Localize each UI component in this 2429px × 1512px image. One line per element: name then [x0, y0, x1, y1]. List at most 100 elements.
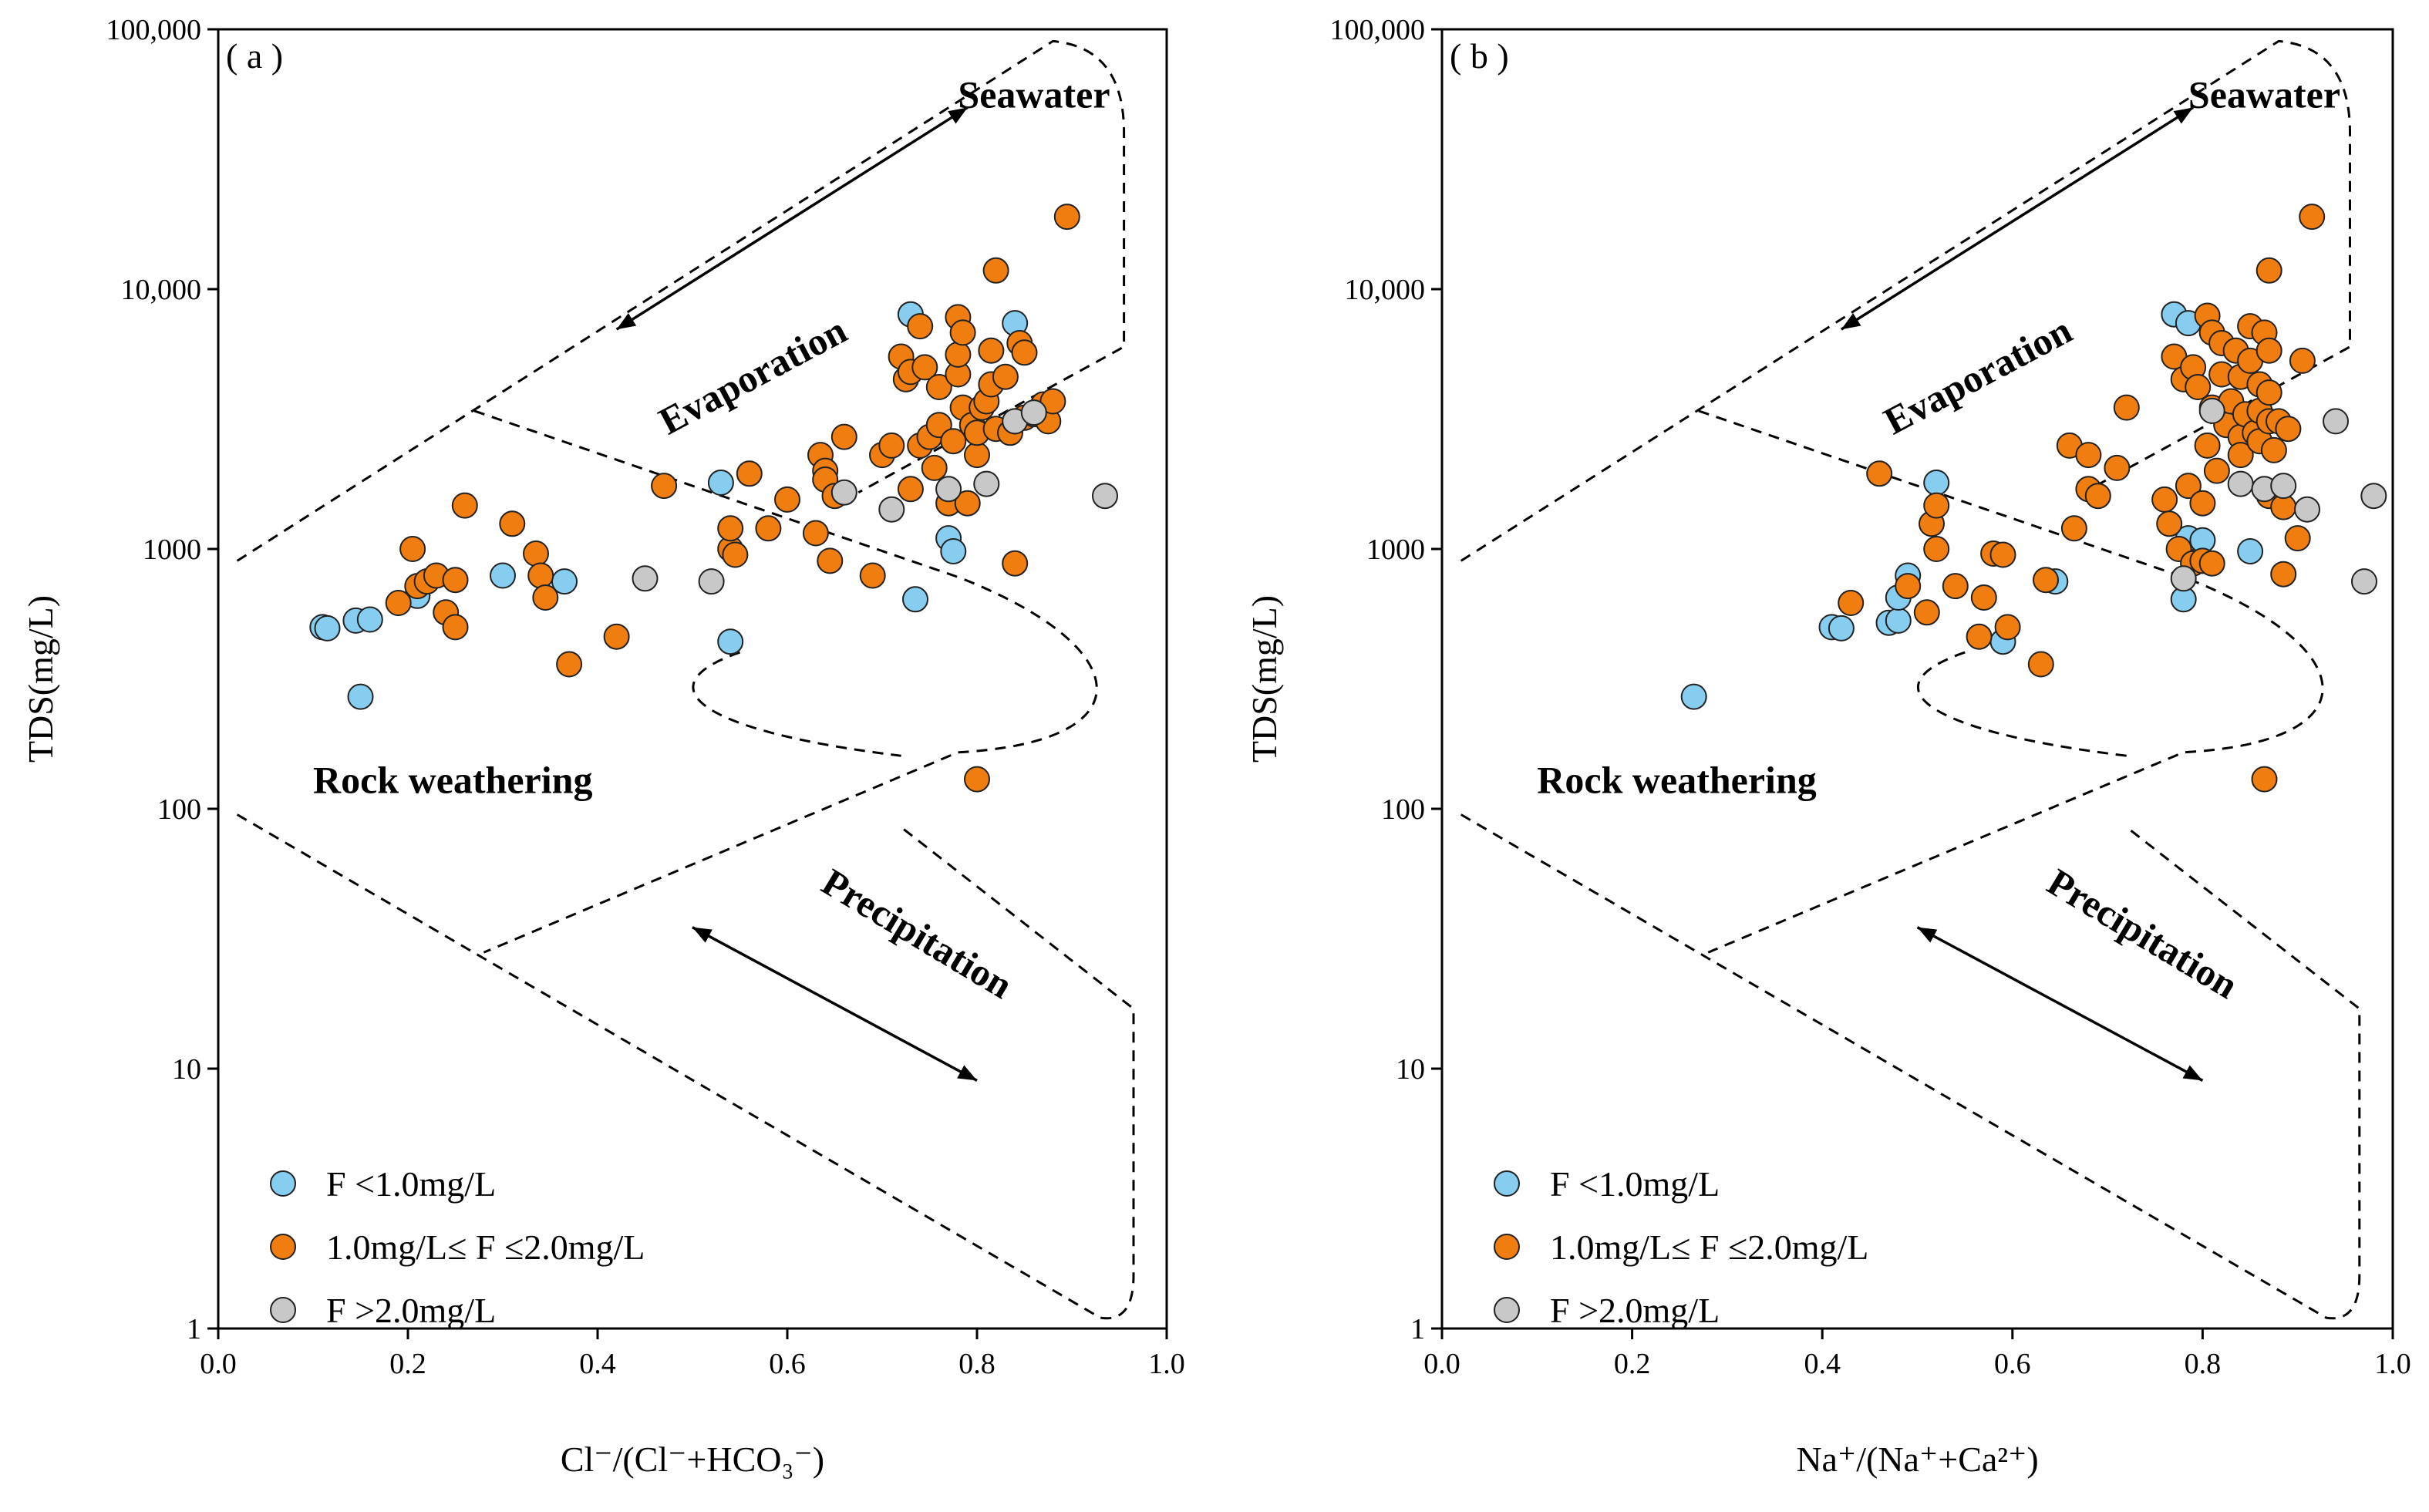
region-label-precipitation-b: Precipitation — [2040, 860, 2245, 1007]
data-point-mid — [940, 428, 967, 455]
y-axis-title-a: TDS(mg/L) — [21, 595, 60, 763]
precipitation-arrow-b-head — [1917, 927, 1938, 943]
legend-label-high: F >2.0mg/L — [326, 1291, 496, 1330]
legend-marker-high — [1494, 1297, 1520, 1323]
legend-marker-high — [270, 1297, 296, 1323]
y-tick-label-b: 100 — [1381, 793, 1425, 826]
x-tick-label-a: 0.8 — [958, 1348, 996, 1380]
data-point-mid — [2194, 432, 2221, 459]
legend-label-mid: 1.0mg/L≤ F ≤2.0mg/L — [1550, 1227, 1868, 1267]
evaporation-arrow-b-head — [2173, 107, 2194, 124]
data-point-high — [973, 470, 1000, 497]
data-point-high — [2170, 565, 2197, 592]
data-point-mid — [2299, 204, 2326, 231]
region-label-evaporation-a: Evaporation — [652, 308, 854, 443]
data-point-low — [707, 470, 734, 496]
data-point-low — [1680, 683, 1707, 710]
panel-label-a: ( a ) — [226, 36, 283, 76]
x-tick-label-b: 1.0 — [2374, 1348, 2411, 1380]
data-point-high — [2198, 397, 2225, 424]
precipitation-arrow-b-head — [2182, 1065, 2203, 1081]
data-point-mid — [964, 766, 990, 793]
data-point-mid — [603, 623, 630, 650]
x-tick-label-a: 1.0 — [1148, 1348, 1185, 1380]
data-point-mid — [385, 590, 412, 616]
series-mid-b — [1838, 204, 2326, 793]
boundary-loop-a — [692, 651, 901, 757]
y-axis-title-b: TDS(mg/L) — [1245, 595, 1284, 763]
data-point-mid — [1895, 573, 1922, 600]
data-point-mid — [1970, 584, 1997, 611]
data-point-mid — [442, 614, 469, 641]
legend-label-mid: 1.0mg/L≤ F ≤2.0mg/L — [326, 1227, 645, 1267]
boundary-middle-a — [473, 409, 1098, 954]
data-point-mid — [2256, 379, 2282, 406]
evaporation-arrow-a — [615, 106, 969, 331]
data-point-high — [2351, 568, 2377, 595]
x-tick-label-a: 0.0 — [200, 1348, 237, 1380]
data-point-mid — [532, 584, 559, 611]
data-point-high — [1020, 399, 1047, 426]
legend-b: F <1.0mg/L 1.0mg/L≤ F ≤2.0mg/L F >2.0mg/L — [1494, 1164, 1868, 1330]
x-tick-label-a: 0.2 — [389, 1348, 426, 1380]
data-point-mid — [2270, 561, 2297, 588]
data-point-low — [1885, 607, 1912, 634]
x-tick-label-b: 0.6 — [1994, 1348, 2031, 1380]
data-point-mid — [859, 562, 886, 589]
x-tick-label-b: 0.8 — [2185, 1348, 2222, 1380]
data-point-mid — [1053, 204, 1080, 231]
legend-marker-low — [270, 1170, 296, 1197]
panel-label-b: ( b ) — [1450, 36, 1509, 76]
data-point-mid — [1866, 460, 1893, 487]
data-point-mid — [2113, 394, 2140, 421]
data-point-high — [878, 496, 905, 523]
data-point-mid — [1923, 536, 1950, 562]
boundary-lower-b — [1460, 813, 2361, 1320]
data-point-mid — [954, 490, 981, 517]
data-point-mid — [945, 341, 972, 368]
data-point-mid — [2203, 457, 2230, 484]
y-tick-label-b: 100,000 — [1330, 14, 1426, 46]
y-tick-label-a: 10 — [172, 1053, 201, 1086]
legend-marker-low — [1494, 1170, 1520, 1197]
evaporation-arrow-b-head — [1841, 313, 1861, 330]
boundary-middle-b — [1698, 409, 2324, 954]
data-point-mid — [878, 432, 905, 459]
boundary-loop-b — [1917, 651, 2127, 757]
region-label-rock-weathering-b: Rock weathering — [1537, 759, 1816, 802]
y-tick-label-b: 10,000 — [1345, 274, 1426, 306]
data-point-mid — [964, 442, 990, 469]
region-label-precipitation-a: Precipitation — [815, 860, 1020, 1007]
data-point-mid — [2256, 337, 2282, 364]
data-point-mid — [2027, 651, 2054, 678]
data-point-mid — [907, 313, 934, 340]
data-point-mid — [2175, 473, 2202, 500]
data-point-mid — [1011, 339, 1038, 366]
legend-label-high: F >2.0mg/L — [1550, 1291, 1720, 1330]
panel-a: 0.0 0.2 0.4 0.6 0.8 1.0 1 10 100 1000 10,000 100,00… — [21, 14, 1185, 1479]
data-point-low — [2237, 538, 2264, 564]
data-point-mid — [2251, 766, 2278, 793]
data-point-low — [490, 562, 516, 589]
data-point-mid — [2033, 567, 2059, 594]
data-point-mid — [925, 374, 952, 400]
series-high-a — [632, 399, 1118, 595]
data-point-mid — [2075, 442, 2102, 469]
data-point-mid — [2256, 257, 2282, 284]
data-point-mid — [897, 476, 924, 503]
precipitation-arrow-b — [1916, 926, 2204, 1082]
y-tick-label-b: 1 — [1410, 1313, 1425, 1345]
data-point-mid — [2289, 347, 2316, 374]
data-point-high — [1092, 483, 1118, 510]
x-tick-label-b: 0.0 — [1423, 1348, 1460, 1380]
boundary-upper-b — [1460, 39, 2351, 562]
data-point-high — [2294, 496, 2320, 523]
data-point-high — [2323, 408, 2349, 435]
data-point-mid — [982, 257, 1009, 284]
data-point-high — [2227, 470, 2254, 497]
y-tick-label-b: 10 — [1396, 1053, 1425, 1086]
data-point-mid — [1994, 614, 2021, 641]
series-mid-a — [385, 204, 1080, 793]
y-tick-label-a: 100,000 — [106, 14, 202, 46]
